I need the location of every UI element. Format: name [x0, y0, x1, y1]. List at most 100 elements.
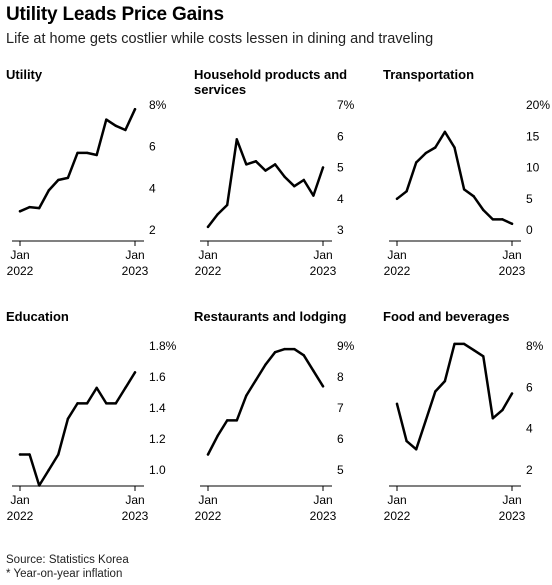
data-point — [254, 378, 258, 382]
y-tick-label: 1.0 — [149, 463, 166, 477]
y-tick-label: 1.6 — [149, 370, 166, 384]
y-tick-label: 3 — [337, 223, 344, 237]
data-point — [57, 453, 60, 456]
panel-title-restaurants: Restaurants and lodging — [194, 309, 347, 324]
data-point — [424, 151, 427, 155]
data-point — [462, 342, 466, 346]
x-tick-label: Jan — [387, 248, 406, 262]
data-point — [57, 178, 60, 182]
data-point — [85, 402, 89, 405]
data-point — [501, 408, 504, 412]
series-line — [206, 138, 325, 229]
data-point — [424, 419, 427, 422]
data-point — [405, 190, 408, 193]
y-tick-label: 1.2 — [149, 432, 166, 446]
series-line — [395, 342, 514, 451]
x-tick-label: Jan — [125, 493, 144, 507]
panel-title-utility: Utility — [6, 67, 43, 82]
data-point — [85, 151, 89, 155]
y-tick-label: 4 — [337, 192, 344, 206]
y-tick-label: 4 — [149, 181, 156, 195]
y-tick-label: 6 — [526, 380, 533, 394]
data-point — [95, 386, 98, 390]
y-tick-label: 6 — [337, 129, 344, 143]
data-point — [395, 197, 399, 200]
y-tick-label: 5 — [337, 161, 344, 175]
data-point — [264, 363, 267, 366]
data-point — [302, 354, 306, 357]
data-point — [510, 392, 514, 395]
page-subtitle: Life at home gets costlier while costs l… — [6, 31, 434, 47]
data-point — [245, 163, 248, 166]
data-point — [28, 453, 31, 456]
data-point — [491, 218, 495, 221]
x-tick-label: 2022 — [7, 509, 34, 523]
chart-food: Jan 2022 Jan 2023 2 4 6 8% — [384, 339, 544, 523]
chart-transportation: Jan 2022 Jan 2023 0 5 10 15 20% — [384, 98, 551, 278]
y-tick-label: 5 — [337, 463, 344, 477]
data-point — [66, 176, 70, 180]
series-line — [18, 371, 137, 487]
data-point — [124, 386, 127, 390]
x-tick-label: Jan — [387, 493, 406, 507]
data-point — [133, 371, 137, 374]
x-tick-label: 2023 — [310, 264, 337, 278]
x-tick-label: 2022 — [7, 264, 34, 278]
y-tick-label: 9% — [337, 339, 355, 353]
data-point — [105, 118, 108, 121]
data-point — [245, 394, 248, 397]
x-tick-label: Jan — [198, 248, 217, 262]
y-tick-label: 8% — [526, 339, 544, 353]
data-point — [283, 175, 286, 179]
data-point — [321, 385, 325, 388]
data-point — [462, 188, 466, 191]
data-point — [482, 355, 485, 358]
data-point — [472, 348, 475, 352]
data-point — [302, 178, 306, 182]
x-tick-label: 2023 — [499, 509, 526, 523]
data-point — [235, 419, 238, 422]
data-point — [37, 484, 41, 487]
data-point — [443, 130, 447, 134]
panel-title-food: Food and beverages — [383, 309, 510, 324]
data-point — [491, 417, 495, 420]
page-title: Utility Leads Price Gains — [6, 4, 224, 25]
data-point — [105, 402, 108, 405]
data-point — [114, 402, 118, 405]
data-point — [37, 206, 41, 210]
series-line — [18, 107, 137, 213]
x-tick-label: 2022 — [384, 509, 411, 523]
data-point — [434, 390, 437, 393]
x-tick-label: Jan — [502, 248, 521, 262]
x-tick-label: Jan — [125, 248, 144, 262]
data-point — [405, 439, 408, 443]
data-point — [76, 402, 79, 405]
y-tick-label: 15 — [526, 129, 540, 143]
data-point — [18, 210, 22, 213]
y-tick-label: 7% — [337, 98, 355, 112]
data-point — [254, 160, 258, 163]
source-line: Source: Statistics Korea — [6, 554, 129, 566]
y-tick-label: 1.4 — [149, 401, 166, 415]
x-tick-label: 2023 — [122, 264, 149, 278]
data-point — [273, 351, 277, 354]
data-point — [18, 453, 22, 456]
y-tick-label: 1.8% — [149, 339, 177, 353]
x-tick-label: Jan — [198, 493, 217, 507]
data-point — [472, 195, 475, 198]
data-point — [414, 448, 418, 451]
y-tick-label: 6 — [337, 432, 344, 446]
y-tick-label: 8% — [149, 98, 167, 112]
data-point — [273, 163, 277, 166]
y-tick-label: 5 — [526, 192, 533, 206]
data-point — [453, 342, 456, 346]
data-point — [95, 153, 98, 157]
x-tick-label: Jan — [10, 248, 29, 262]
series-line — [395, 130, 514, 226]
data-point — [510, 222, 514, 225]
panel-title-household: Household products and services — [194, 67, 348, 97]
panel-title-transportation: Transportation — [383, 67, 475, 82]
y-tick-label: 2 — [149, 223, 156, 237]
data-point — [264, 169, 267, 172]
y-tick-label: 0 — [526, 223, 533, 237]
